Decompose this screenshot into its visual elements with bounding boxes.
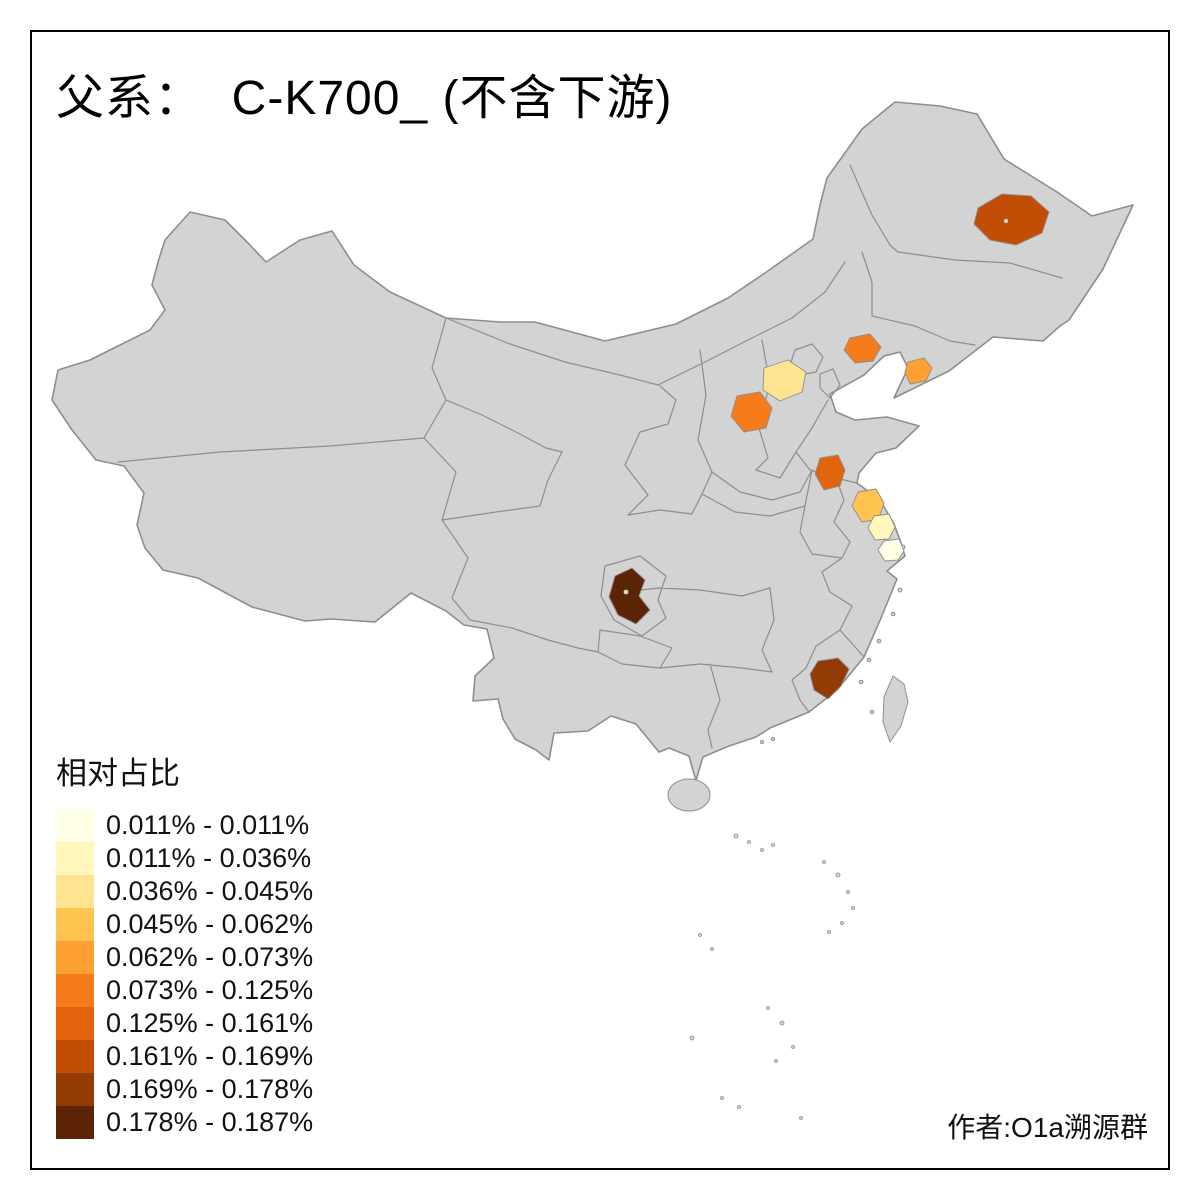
- legend-row: 0.169% - 0.178%: [56, 1073, 313, 1106]
- legend-swatch-8: [56, 1040, 94, 1073]
- legend-row: 0.045% - 0.062%: [56, 908, 313, 941]
- region-hole-heilongjiang: [1003, 218, 1009, 224]
- legend-row: 0.011% - 0.036%: [56, 842, 313, 875]
- legend-label-7: 0.125% - 0.161%: [106, 1008, 314, 1038]
- legend-row: 0.178% - 0.187%: [56, 1106, 313, 1139]
- province-boundaries: [117, 164, 1063, 749]
- region-central-hebei: [730, 391, 773, 433]
- legend-label-4: 0.045% - 0.062%: [106, 909, 314, 939]
- region-hole-chongqing: [623, 589, 629, 595]
- highlighted-regions: [608, 193, 1050, 700]
- region-northwest-hebei: [762, 359, 807, 402]
- legend-row: 0.036% - 0.045%: [56, 875, 313, 908]
- region-south-fujian: [809, 657, 850, 700]
- map-root: [51, 101, 1134, 1120]
- south-china-sea-islands: [689, 833, 855, 1120]
- region-liaodong-peninsula: [904, 357, 933, 385]
- legend-label-5: 0.062% - 0.073%: [106, 942, 314, 972]
- legend-row: 0.062% - 0.073%: [56, 941, 313, 974]
- legend-label-1: 0.011% - 0.011%: [106, 810, 310, 840]
- region-north-jiangsu: [814, 454, 846, 491]
- region-shanghai-area: [877, 538, 905, 562]
- legend: 相对占比 0.011% - 0.011% 0.011% - 0.036% 0.0…: [56, 748, 313, 1139]
- legend-title: 相对占比: [56, 756, 180, 791]
- hainan-island: [667, 778, 711, 812]
- china-mainland: [51, 101, 1134, 782]
- legend-label-9: 0.169% - 0.178%: [106, 1074, 314, 1104]
- legend-swatch-3: [56, 875, 94, 908]
- map-title: 父系： C-K700_ (不含下游): [56, 72, 673, 125]
- legend-label-2: 0.011% - 0.036%: [106, 843, 312, 873]
- legend-label-8: 0.161% - 0.169%: [106, 1041, 314, 1071]
- islands: [667, 544, 909, 1120]
- legend-row: 0.161% - 0.169%: [56, 1040, 313, 1073]
- legend-swatch-9: [56, 1073, 94, 1106]
- taiwan-island: [882, 675, 909, 743]
- region-chongqing: [608, 567, 651, 625]
- legend-swatch-6: [56, 974, 94, 1007]
- region-heilongjiang: [973, 193, 1050, 246]
- legend-row: 0.011% - 0.011%: [56, 809, 313, 842]
- legend-label-3: 0.036% - 0.045%: [106, 876, 314, 906]
- legend-swatch-2: [56, 842, 94, 875]
- legend-row: 0.073% - 0.125%: [56, 974, 313, 1007]
- legend-label-10: 0.178% - 0.187%: [106, 1107, 314, 1137]
- legend-row: 0.125% - 0.161%: [56, 1007, 313, 1040]
- legend-swatch-10: [56, 1106, 94, 1139]
- legend-swatch-5: [56, 941, 94, 974]
- legend-label-6: 0.073% - 0.125%: [106, 975, 314, 1005]
- legend-swatch-1: [56, 809, 94, 842]
- legend-swatch-7: [56, 1007, 94, 1040]
- attribution: 作者:O1a溯源群: [947, 1112, 1148, 1143]
- region-mid-jiangsu: [867, 513, 896, 541]
- legend-swatch-4: [56, 908, 94, 941]
- region-west-liaoning: [843, 333, 882, 364]
